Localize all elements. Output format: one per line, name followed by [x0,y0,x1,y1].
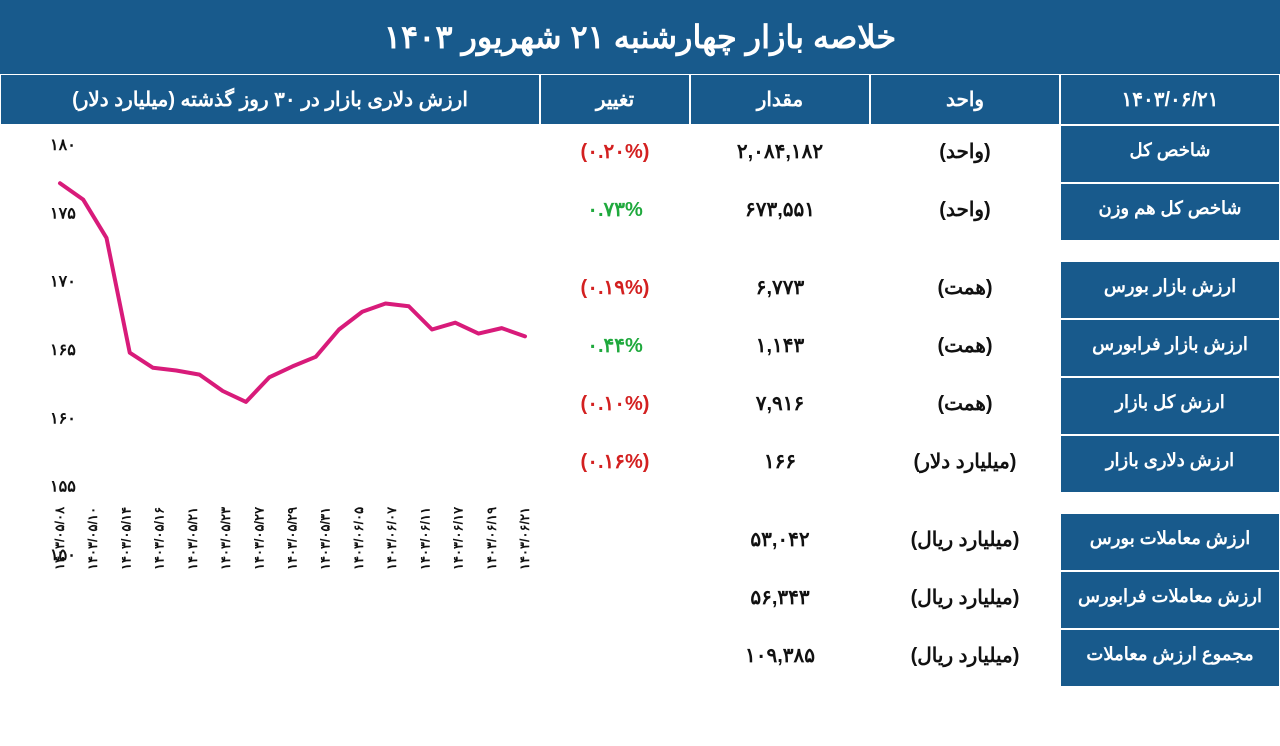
chart-area: ارزش دلاری بازار در ۳۰ روز گذشته (میلیار… [0,74,540,690]
row-value: ۶,۷۷۳ [690,261,870,319]
col-date: ۱۴۰۳/۰۶/۲۱ [1060,74,1280,125]
row-unit: (همت) [870,261,1060,319]
svg-text:۱۴۰۳/۰۵/۱۴: ۱۴۰۳/۰۵/۱۴ [118,507,133,570]
table-row: ارزش بازار فرابورس(همت)۱,۱۴۳۰.۴۴% [540,319,1280,377]
svg-text:۱۶۰: ۱۶۰ [50,410,76,427]
row-change [540,513,690,571]
table-row: ارزش معاملات بورس(میلیارد ریال)۵۳,۰۴۲ [540,513,1280,571]
row-value: ۵۳,۰۴۲ [690,513,870,571]
row-label: مجموع ارزش معاملات [1060,629,1280,687]
row-value: ۲,۰۸۴,۱۸۲ [690,125,870,183]
table-row: شاخص کل(واحد)۲,۰۸۴,۱۸۲(۰.۲۰%) [540,125,1280,183]
row-label: ارزش معاملات فرابورس [1060,571,1280,629]
table-row: مجموع ارزش معاملات(میلیارد ریال)۱۰۹,۳۸۵ [540,629,1280,687]
summary-table: ۱۴۰۳/۰۶/۲۱ واحد مقدار تغییر شاخص کل(واحد… [540,74,1280,690]
row-label: ارزش دلاری بازار [1060,435,1280,493]
row-unit: (میلیارد ریال) [870,513,1060,571]
svg-text:۱۴۰۳/۰۵/۱۰: ۱۴۰۳/۰۵/۱۰ [85,507,100,570]
svg-text:۱۴۰۳/۰۶/۱۱: ۱۴۰۳/۰۶/۱۱ [417,507,432,570]
svg-text:۱۴۰۳/۰۶/۱۷: ۱۴۰۳/۰۶/۱۷ [451,506,466,570]
table-body: شاخص کل(واحد)۲,۰۸۴,۱۸۲(۰.۲۰%)شاخص کل هم … [540,125,1280,687]
row-unit: (همت) [870,319,1060,377]
main-content: ۱۴۰۳/۰۶/۲۱ واحد مقدار تغییر شاخص کل(واحد… [0,74,1280,690]
row-change: ۰.۷۳% [540,183,690,241]
row-change: (۰.۲۰%) [540,125,690,183]
svg-text:۱۷۵: ۱۷۵ [50,205,76,222]
svg-text:۱۴۰۳/۰۵/۳۱: ۱۴۰۳/۰۵/۳۱ [318,507,333,570]
svg-text:۱۴۰۳/۰۶/۰۵: ۱۴۰۳/۰۶/۰۵ [351,507,366,570]
row-change [540,629,690,687]
svg-text:۱۴۰۳/۰۵/۲۹: ۱۴۰۳/۰۵/۲۹ [285,507,300,570]
row-label: ارزش بازار فرابورس [1060,319,1280,377]
row-change: (۰.۱۶%) [540,435,690,493]
row-value: ۱,۱۴۳ [690,319,870,377]
row-change: (۰.۱۰%) [540,377,690,435]
chart-title: ارزش دلاری بازار در ۳۰ روز گذشته (میلیار… [1,75,539,124]
svg-text:۱۴۰۳/۰۵/۲۷: ۱۴۰۳/۰۵/۲۷ [251,506,266,570]
row-value: ۱۶۶ [690,435,870,493]
svg-text:۱۷۰: ۱۷۰ [50,274,76,291]
svg-text:۱۵۵: ۱۵۵ [50,479,76,496]
table-header-row: ۱۴۰۳/۰۶/۲۱ واحد مقدار تغییر [540,74,1280,125]
row-unit: (همت) [870,377,1060,435]
row-label: شاخص کل هم وزن [1060,183,1280,241]
svg-text:۱۴۰۳/۰۶/۰۷: ۱۴۰۳/۰۶/۰۷ [384,506,399,570]
row-change: (۰.۱۹%) [540,261,690,319]
table-row: ارزش دلاری بازار(میلیارد دلار)۱۶۶(۰.۱۶%) [540,435,1280,493]
col-unit: واحد [870,74,1060,125]
row-value: ۵۶,۳۴۳ [690,571,870,629]
table-row: ارزش بازار بورس(همت)۶,۷۷۳(۰.۱۹%) [540,261,1280,319]
row-unit: (میلیارد ریال) [870,629,1060,687]
market-value-chart: ۱۵۰۱۵۵۱۶۰۱۶۵۱۷۰۱۷۵۱۸۰۱۴۰۳/۰۵/۰۸۱۴۰۳/۰۵/۱… [0,125,540,685]
row-unit: (واحد) [870,183,1060,241]
svg-text:۱۴۰۳/۰۵/۰۸: ۱۴۰۳/۰۵/۰۸ [52,506,67,570]
table-row: ارزش کل بازار(همت)۷,۹۱۶(۰.۱۰%) [540,377,1280,435]
page-title: خلاصه بازار چهارشنبه ۲۱ شهریور ۱۴۰۳ [0,0,1280,74]
col-change: تغییر [540,74,690,125]
row-label: ارزش بازار بورس [1060,261,1280,319]
table-row: ارزش معاملات فرابورس(میلیارد ریال)۵۶,۳۴۳ [540,571,1280,629]
svg-text:۱۴۰۳/۰۶/۲۱: ۱۴۰۳/۰۶/۲۱ [517,507,532,570]
svg-text:۱۴۰۳/۰۵/۲۱: ۱۴۰۳/۰۵/۲۱ [185,507,200,570]
row-label: ارزش کل بازار [1060,377,1280,435]
svg-text:۱۴۰۳/۰۵/۱۶: ۱۴۰۳/۰۵/۱۶ [152,507,167,570]
col-value: مقدار [690,74,870,125]
table-row: شاخص کل هم وزن(واحد)۶۷۳,۵۵۱۰.۷۳% [540,183,1280,241]
row-label: شاخص کل [1060,125,1280,183]
row-change: ۰.۴۴% [540,319,690,377]
svg-text:۱۴۰۳/۰۶/۱۹: ۱۴۰۳/۰۶/۱۹ [484,507,499,570]
svg-text:۱۶۵: ۱۶۵ [50,342,76,359]
row-value: ۱۰۹,۳۸۵ [690,629,870,687]
row-change [540,571,690,629]
svg-text:۱۴۰۳/۰۵/۲۳: ۱۴۰۳/۰۵/۲۳ [218,507,233,570]
row-unit: (میلیارد دلار) [870,435,1060,493]
svg-text:۱۸۰: ۱۸۰ [50,137,76,154]
row-unit: (واحد) [870,125,1060,183]
row-value: ۶۷۳,۵۵۱ [690,183,870,241]
row-unit: (میلیارد ریال) [870,571,1060,629]
row-value: ۷,۹۱۶ [690,377,870,435]
row-label: ارزش معاملات بورس [1060,513,1280,571]
